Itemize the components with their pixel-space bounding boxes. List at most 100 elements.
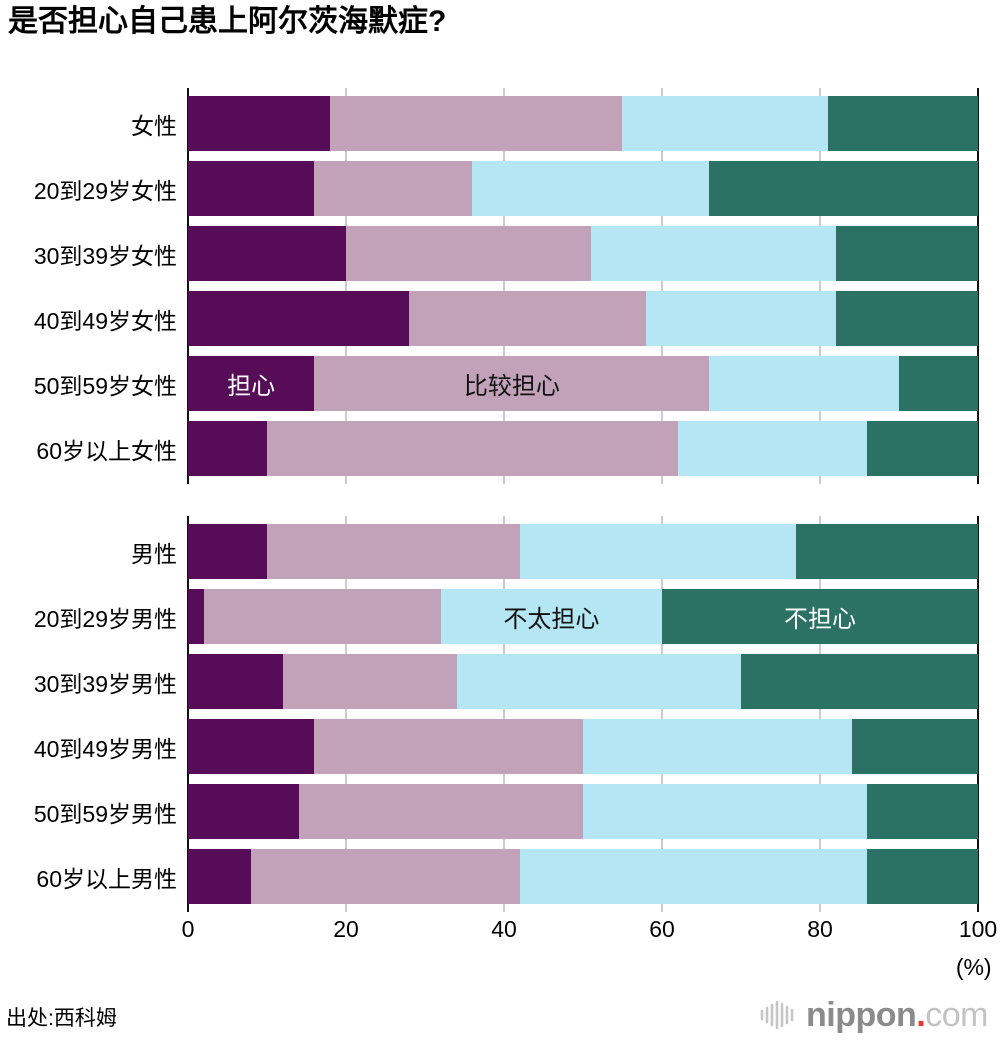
bar-segment-not-very-worried <box>622 96 828 151</box>
gridlines-male <box>187 516 979 912</box>
bar-segment-worried <box>188 784 299 839</box>
chart-title: 是否担心自己患上阿尔茨海默症? <box>8 5 447 38</box>
bar-segment-not-worried <box>709 161 978 216</box>
bar-segment-not-very-worried <box>582 719 852 774</box>
bar-segment-worried <box>188 719 315 774</box>
stacked-bar <box>188 784 978 839</box>
source-text: 出处:西科姆 <box>6 1007 117 1030</box>
row-label: 40到49岁男性 <box>33 735 177 762</box>
bar-segment-worried <box>188 421 267 476</box>
stacked-bar: 担心 比较担心 <box>188 356 978 411</box>
axis-line <box>187 88 189 484</box>
x-tick-label: 60 <box>649 916 675 942</box>
x-tick-label: 80 <box>807 916 833 942</box>
bar-segment-worried <box>188 524 267 579</box>
gridline <box>503 516 505 912</box>
bar-segment-not-worried <box>867 784 978 839</box>
x-tick-label: 40 <box>491 916 517 942</box>
bar-segment-not-worried <box>835 291 978 346</box>
axis-line <box>187 516 189 912</box>
bar-segment-somewhat-worried <box>282 654 457 709</box>
bar-segment-not-worried <box>827 96 978 151</box>
bar-row: 40到49岁女性 <box>0 291 1000 346</box>
stacked-bar <box>188 96 978 151</box>
bar-segment-not-worried <box>796 524 978 579</box>
bar-row: 女性 <box>0 96 1000 151</box>
logo-tld-text: com <box>925 996 988 1034</box>
bar-segment-worried <box>188 226 346 281</box>
bar-segment-somewhat-worried <box>251 849 520 904</box>
bar-segment-somewhat-worried <box>314 719 583 774</box>
bar-row: 20到29岁女性 <box>0 161 1000 216</box>
x-tick-label: 0 <box>181 916 195 942</box>
bar-segment-not-very-worried <box>472 161 710 216</box>
row-label: 60岁以上女性 <box>36 437 177 464</box>
stacked-bar <box>188 226 978 281</box>
bar-row: 20到29岁男性 不太担心 不担心 <box>0 589 1000 644</box>
bar-row: 60岁以上男性 <box>0 849 1000 904</box>
chart-block-male: 男性 20到29岁男性 不太担心 不担心 30到39岁男性 40到49岁男性 50到59岁男… <box>0 516 1000 912</box>
bar-segment-somewhat-worried: 比较担心 <box>314 356 710 411</box>
bar-segment-worried <box>188 654 283 709</box>
row-label: 30到39岁男性 <box>33 670 177 697</box>
bar-segment-not-very-worried <box>519 849 868 904</box>
axis-line <box>977 88 979 484</box>
row-label: 50到59岁男性 <box>33 800 177 827</box>
row-label: 男性 <box>131 540 177 567</box>
segment-inline-label: 不担心 <box>783 606 856 633</box>
bar-segment-somewhat-worried <box>330 96 623 151</box>
gridlines-female <box>187 88 979 484</box>
bar-segment-not-worried <box>867 849 978 904</box>
row-label: 30到39岁女性 <box>33 242 177 269</box>
bar-segment-not-very-worried <box>519 524 797 579</box>
bar-row: 30到39岁男性 <box>0 654 1000 709</box>
axis-line <box>977 516 979 912</box>
gridline <box>819 516 821 912</box>
gridline <box>661 516 663 912</box>
bar-segment-not-very-worried <box>456 654 741 709</box>
row-label: 20到29岁女性 <box>33 177 177 204</box>
chart-block-female: 女性 20到29岁女性 30到39岁女性 40到49岁女性 50到59岁女性 担心 比较担心… <box>0 88 1000 484</box>
bar-row: 40到49岁男性 <box>0 719 1000 774</box>
bar-segment-somewhat-worried <box>409 291 647 346</box>
bar-segment-not-worried <box>740 654 978 709</box>
bar-segment-worried <box>188 161 315 216</box>
rows-male: 男性 20到29岁男性 不太担心 不担心 30到39岁男性 40到49岁男性 50到59岁男… <box>0 524 1000 904</box>
bar-segment-not-worried <box>851 719 978 774</box>
bar-segment-somewhat-worried <box>267 421 678 476</box>
bar-row: 50到59岁男性 <box>0 784 1000 839</box>
nippon-com-logo: nippon . com <box>758 995 988 1035</box>
row-label: 女性 <box>131 112 177 139</box>
bar-segment-not-worried <box>835 226 978 281</box>
segment-inline-label: 比较担心 <box>463 373 560 400</box>
bar-segment-worried <box>188 589 204 644</box>
x-tick-label: 20 <box>333 916 359 942</box>
bar-segment-not-very-worried <box>590 226 836 281</box>
stacked-bar <box>188 161 978 216</box>
bar-segment-worried <box>188 291 410 346</box>
segment-inline-label: 不太担心 <box>503 606 600 633</box>
bar-segment-somewhat-worried <box>346 226 591 281</box>
gridline <box>819 88 821 484</box>
bar-row: 60岁以上女性 <box>0 421 1000 476</box>
gridline <box>345 88 347 484</box>
bar-segment-somewhat-worried <box>267 524 520 579</box>
stacked-bar <box>188 654 978 709</box>
row-label: 40到49岁女性 <box>33 307 177 334</box>
bar-segment-worried <box>188 96 331 151</box>
bar-segment-worried <box>188 849 252 904</box>
x-axis: (%) 0 20 40 60 80 100 <box>182 912 998 1002</box>
rows-female: 女性 20到29岁女性 30到39岁女性 40到49岁女性 50到59岁女性 担心 比较担心… <box>0 96 1000 476</box>
bar-segment-not-worried <box>898 356 978 411</box>
stacked-bar: 不太担心 不担心 <box>188 589 978 644</box>
stacked-bar <box>188 849 978 904</box>
bar-segment-somewhat-worried <box>314 161 473 216</box>
gridline <box>503 88 505 484</box>
logo-brand-text: nippon <box>806 996 917 1034</box>
gridline <box>345 516 347 912</box>
bar-segment-not-worried: 不担心 <box>661 589 978 644</box>
stacked-bar <box>188 524 978 579</box>
row-label: 50到59岁女性 <box>33 372 177 399</box>
bar-segment-not-very-worried <box>677 421 868 476</box>
row-label: 60岁以上男性 <box>36 865 177 892</box>
